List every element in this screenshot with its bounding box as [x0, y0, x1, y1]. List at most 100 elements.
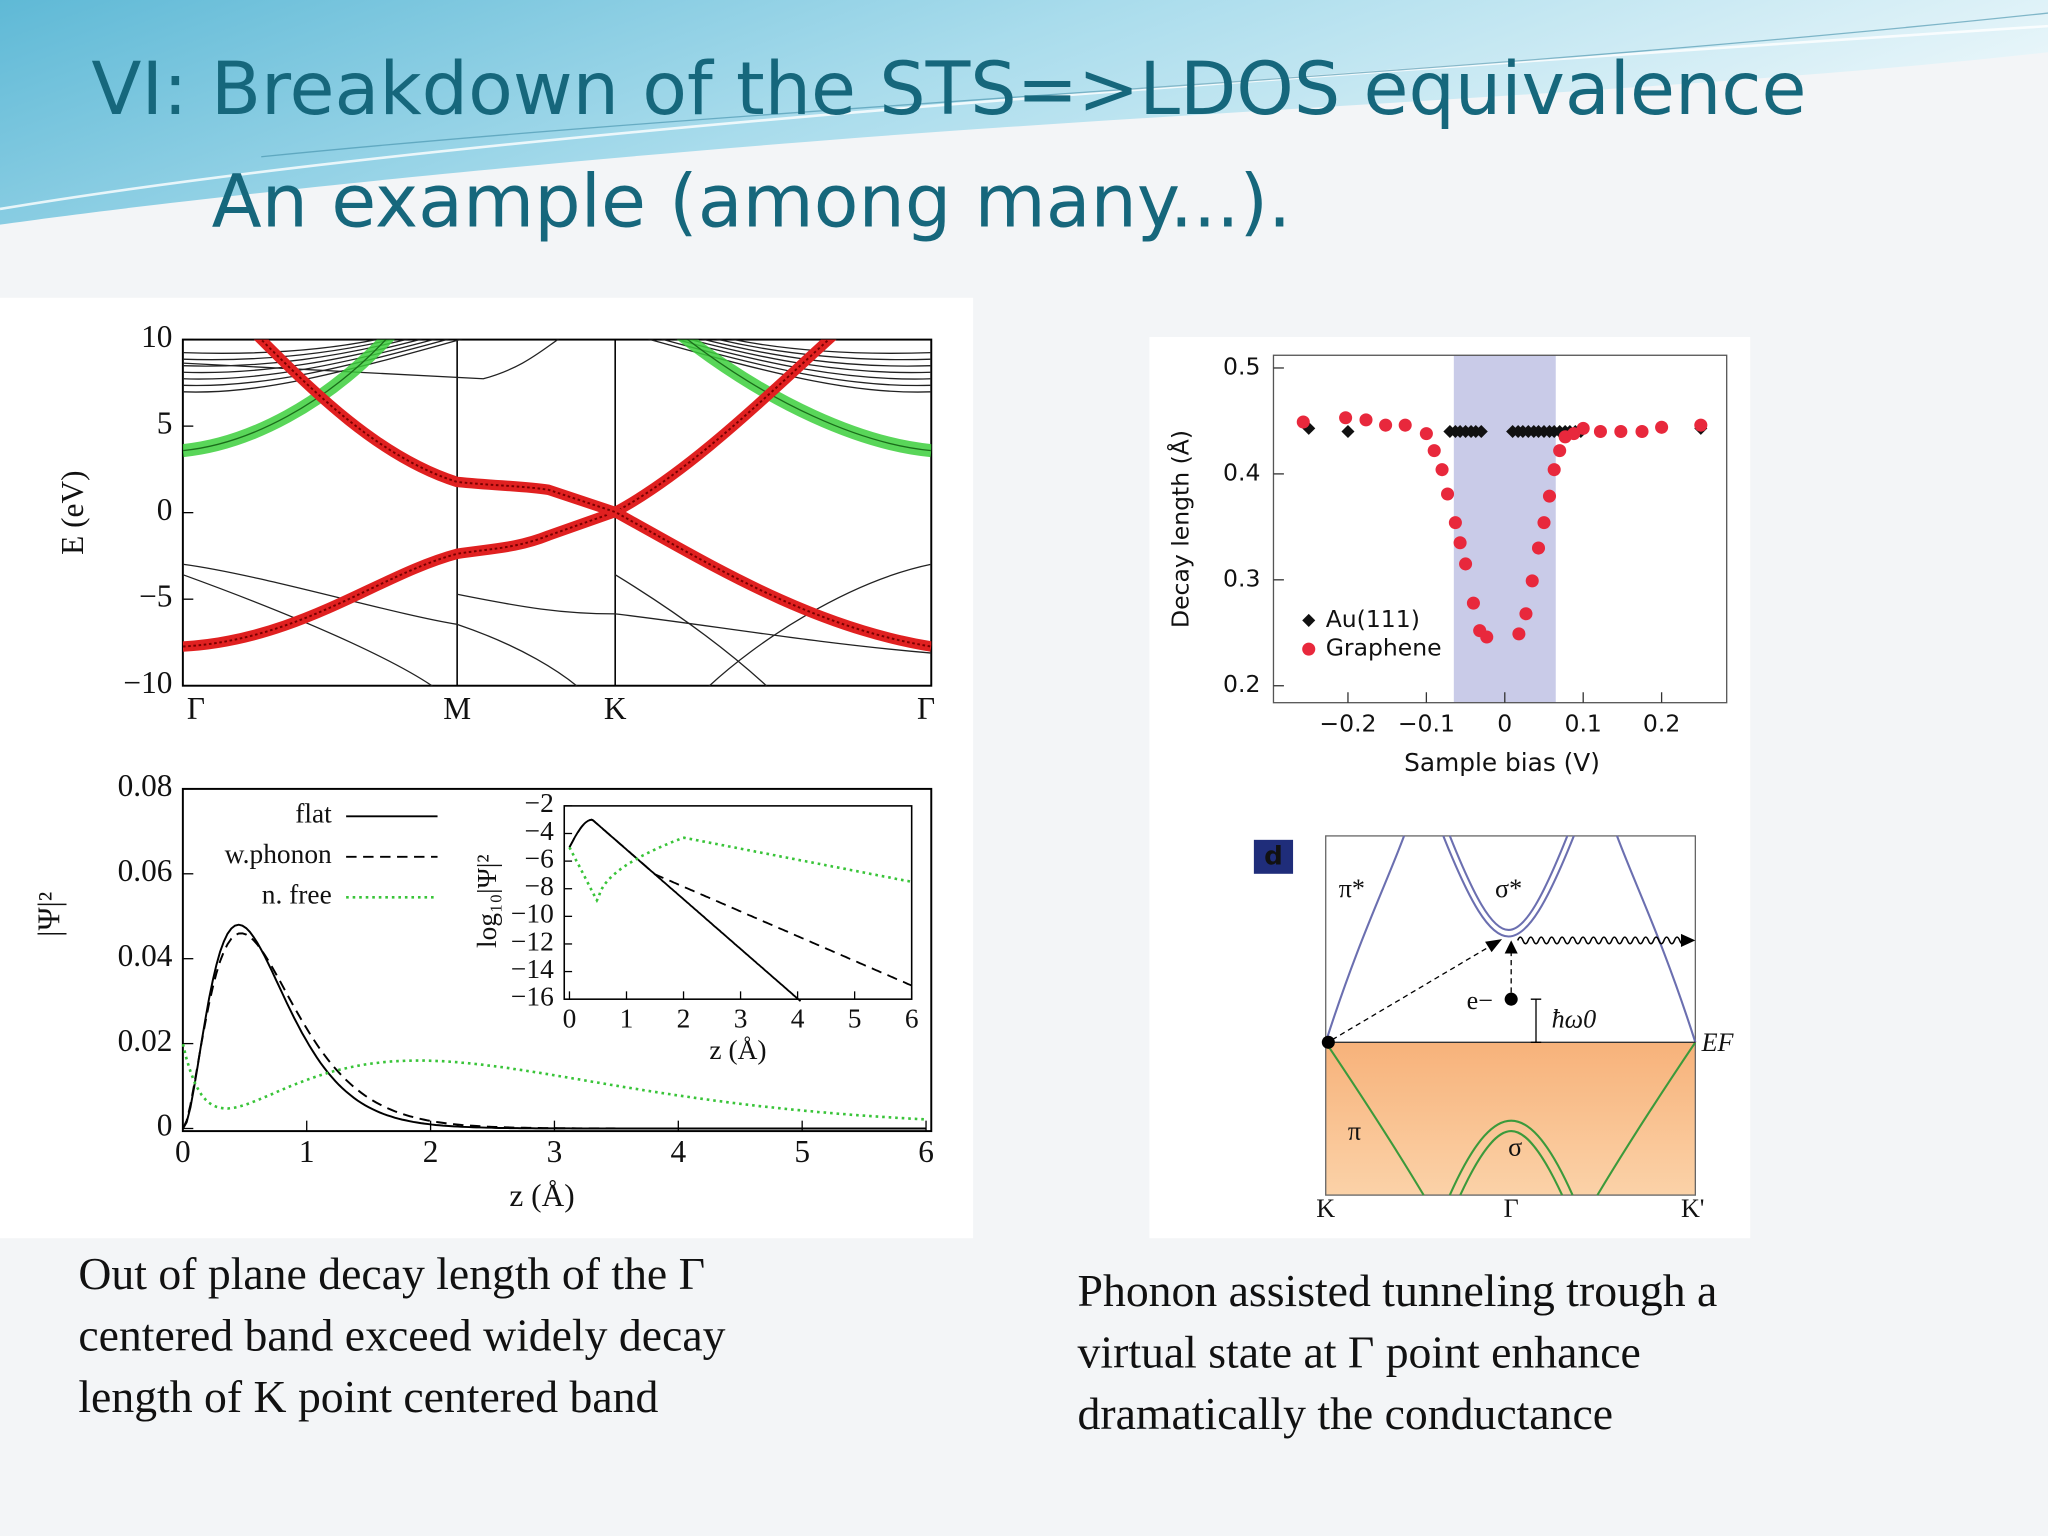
y-tick-label: −5 [139, 578, 172, 613]
y-tick-label: 0.02 [118, 1023, 173, 1058]
caption-line: length of K point centered band [78, 1371, 658, 1422]
y-axis-label: log₁₀|Ψ|² [472, 854, 502, 948]
y-tick-label: 5 [157, 405, 173, 440]
diagram-label: K' [1681, 1194, 1705, 1223]
point [1553, 444, 1567, 458]
point [1519, 607, 1533, 621]
y-tick-label: −10 [123, 665, 172, 700]
point [1537, 516, 1551, 530]
y-tick-label: −6 [525, 843, 554, 873]
band-line [182, 339, 387, 452]
band-line [647, 339, 932, 393]
curve [568, 818, 913, 987]
y-tick-label: 0.08 [118, 768, 173, 803]
y-tick-label: −14 [511, 954, 554, 984]
point [1427, 444, 1441, 458]
k-point-label: M [443, 691, 471, 726]
point [1441, 487, 1455, 501]
y-tick-label: 0.4 [1223, 458, 1260, 486]
legend-swatch [1302, 613, 1316, 627]
y-tick-label: 0.06 [118, 853, 173, 888]
x-tick-label: 3 [734, 1004, 748, 1034]
caption-line: centered band exceed widely decay [78, 1310, 725, 1361]
x-tick-label: 5 [794, 1134, 810, 1169]
point [1448, 516, 1462, 530]
y-tick-label: 0.3 [1223, 564, 1260, 592]
band-line [457, 593, 932, 654]
point [1655, 420, 1669, 434]
occupied-region [1325, 1042, 1696, 1196]
point [1547, 463, 1561, 477]
band-line [182, 339, 409, 367]
x-tick-label: 0.2 [1643, 709, 1680, 737]
diagram-label: π* [1339, 874, 1365, 903]
x-tick-label: 5 [848, 1004, 862, 1034]
legend-swatch [1302, 642, 1316, 656]
band-line [1616, 835, 1697, 1043]
k-point-label: K [604, 691, 627, 726]
x-axis-label: Sample bias (V) [1404, 748, 1600, 777]
y-tick-label: 0.5 [1223, 352, 1260, 380]
diagram-label: EF [1701, 1028, 1735, 1057]
wave-line [261, 12, 2048, 158]
point [1453, 536, 1467, 550]
legend-label: n. free [262, 880, 332, 910]
curve [568, 836, 912, 904]
point [1379, 418, 1393, 432]
bands [182, 339, 932, 686]
figure-panel [0, 297, 974, 1239]
point [1296, 415, 1310, 429]
k-point-label: Γ [917, 691, 935, 726]
phonon-wave [1516, 936, 1686, 945]
band-line [182, 563, 578, 686]
point [1339, 411, 1353, 425]
point [1419, 427, 1433, 441]
x-tick-label: 2 [677, 1004, 691, 1034]
point [1593, 424, 1607, 439]
arrow [1331, 942, 1496, 1041]
arrow-head [1485, 939, 1503, 953]
curve [182, 932, 927, 1130]
band-line [1324, 1041, 1425, 1196]
diagram-label: K [1316, 1194, 1335, 1223]
x-tick-label: 4 [670, 1134, 686, 1169]
arrow-head [1504, 940, 1518, 954]
point [1542, 489, 1557, 503]
band-line [1442, 835, 1575, 938]
panel-badge [1253, 839, 1294, 874]
arrow-head [1680, 933, 1696, 947]
caption-line: virtual state at Γ point enhance [1078, 1327, 1641, 1378]
diagram-label: σ [1508, 1132, 1522, 1161]
diagram-label: Γ [1504, 1194, 1519, 1223]
band-line [182, 339, 831, 648]
y-tick-label: 0.2 [1223, 670, 1260, 698]
band-line [1459, 1130, 1564, 1196]
point [1398, 418, 1412, 432]
shaded-range [1453, 355, 1556, 703]
diagram-label: ħω0 [1552, 1004, 1597, 1033]
y-axis-label: Decay length (Å) [1167, 430, 1195, 628]
x-tick-label: 2 [423, 1134, 439, 1169]
band-line [1596, 1041, 1697, 1196]
point [1512, 627, 1526, 641]
x-tick-label: 6 [918, 1134, 934, 1169]
x-tick-label: 1 [299, 1134, 315, 1169]
diagram-label: π [1348, 1117, 1361, 1146]
x-axis-label: z (Å) [709, 1035, 766, 1065]
diagram-frame [1325, 835, 1696, 1196]
band-line [182, 339, 380, 354]
legend-label: flat [295, 799, 332, 829]
header-wave [0, 0, 2048, 225]
legend-label: Au(111) [1326, 605, 1420, 633]
x-tick-label: 4 [791, 1004, 805, 1034]
x-tick-label: 0 [1497, 709, 1512, 737]
x-tick-label: 6 [905, 1004, 919, 1034]
x-tick-label: −0.1 [1398, 709, 1455, 737]
band-line [182, 574, 434, 686]
band-line [182, 339, 423, 374]
x-tick-label: 3 [547, 1134, 563, 1169]
point [1435, 463, 1449, 477]
band-line [614, 574, 768, 686]
